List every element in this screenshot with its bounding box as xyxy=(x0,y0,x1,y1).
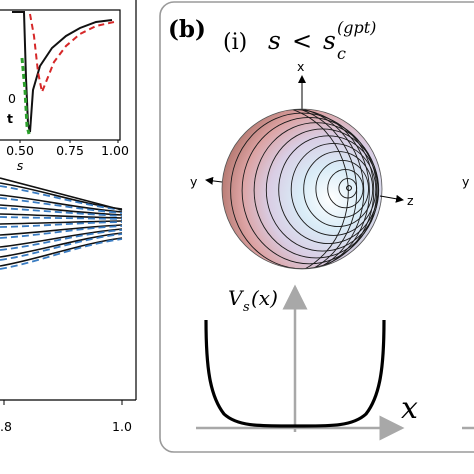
subtitle-sub-c: c xyxy=(337,44,346,63)
inset-xtick-label-1: 0.50 xyxy=(6,143,34,158)
potential-label-V: V xyxy=(228,286,245,310)
inset-red-dashed-curve xyxy=(29,13,115,96)
fan-dashed-curve-1 xyxy=(0,185,123,211)
fan-solid-curve-4 xyxy=(0,213,123,219)
fan-upper-envelope xyxy=(0,177,123,211)
main-plot: .8 1.0 xyxy=(0,0,137,434)
inset-frame xyxy=(0,9,121,141)
subtitle-sup-gpt: (gpt) xyxy=(337,18,376,37)
subtitle-sc: s xyxy=(323,26,336,55)
fan-solid-curve-8 xyxy=(0,232,123,258)
fan-dashed-curve-5 xyxy=(0,221,123,228)
sphere-outline xyxy=(221,108,383,270)
inset-xtick-label-3: 1.00 xyxy=(101,143,129,158)
fan-curves xyxy=(0,177,123,270)
inset-green-dashed-curve xyxy=(20,57,31,135)
main-xtick-label-1: .8 xyxy=(0,419,12,434)
panel-b-label: (b) xyxy=(168,16,206,43)
subtitle-s: s xyxy=(268,26,281,55)
main-xtick-label-2: 1.0 xyxy=(112,419,132,434)
sphere-y-axis xyxy=(205,176,223,185)
fan-dashed-curve-6 xyxy=(0,225,123,239)
sphere-contour-4 xyxy=(303,151,374,228)
fan-dashed-curve-4 xyxy=(0,216,123,220)
fan-dashed-curve-2 xyxy=(0,197,123,214)
fan-solid-curve-6 xyxy=(0,224,123,236)
right-edge-y-label: y xyxy=(462,174,470,189)
sphere-contour-5 xyxy=(290,142,377,236)
fan-dashed-curve-9 xyxy=(0,238,123,270)
sphere-contour-12 xyxy=(222,109,365,269)
inset-plot: 0 t 0.50 0.75 1.00 s xyxy=(0,9,129,173)
inset-solid-curve xyxy=(12,11,113,133)
potential-x-label: x xyxy=(401,391,418,426)
panel-b-subtitle: (i) s < s c (gpt) xyxy=(223,18,376,63)
potential-curve xyxy=(204,319,386,428)
sphere-z-label: z xyxy=(407,193,414,208)
inset-legend-fragment-1: 0 xyxy=(8,91,16,106)
sphere-z-marker xyxy=(346,185,352,191)
fan-dashed-curve-3 xyxy=(0,207,123,217)
subtitle-roman: (i) xyxy=(223,30,247,55)
inset-xtick-label-2: 0.75 xyxy=(56,143,84,158)
fan-dashed-curve-8 xyxy=(0,233,123,261)
sphere-x-label: x xyxy=(297,59,304,74)
fan-dashed-curve-7 xyxy=(0,229,123,251)
sphere-y-label: y xyxy=(190,174,198,189)
panel-b-frame xyxy=(159,1,474,453)
fan-solid-curve-7 xyxy=(0,228,123,248)
sphere-shading xyxy=(222,109,382,269)
bloch-sphere: x y z xyxy=(190,59,414,270)
sphere-contour-14 xyxy=(222,109,349,269)
right-edge-fragment: y xyxy=(462,174,474,430)
inset-x-axis-label: s xyxy=(17,158,24,173)
fan-solid-curve-3 xyxy=(0,204,123,216)
fan-solid-curve-2 xyxy=(0,194,123,213)
potential-plot: V s (x) x xyxy=(196,284,418,441)
panel-b: (b) (i) s < s c (gpt) x y z xyxy=(159,1,474,453)
sphere-contour-13 xyxy=(222,109,358,269)
fan-solid-curve-9 xyxy=(0,237,123,267)
sphere-contour-3 xyxy=(315,159,369,218)
sphere-z-axis xyxy=(379,194,404,203)
subtitle-lt: < xyxy=(292,27,312,55)
left-panel: 0 t 0.50 0.75 1.00 s .8 1.0 xyxy=(0,0,137,434)
potential-label-sub: s xyxy=(243,300,250,315)
potential-label-arg: (x) xyxy=(251,286,278,310)
inset-legend-fragment-2: t xyxy=(7,111,13,126)
fan-solid-curve-5 xyxy=(0,220,123,225)
